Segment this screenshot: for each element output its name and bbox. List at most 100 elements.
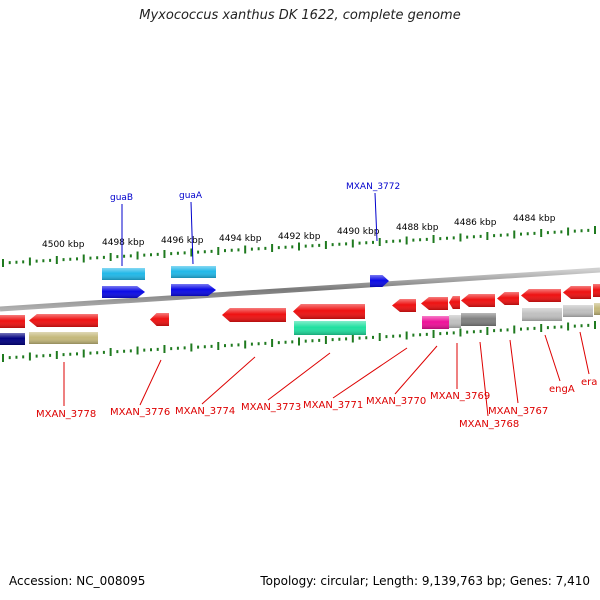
- gene-label-bottom: MXAN_3773: [241, 402, 301, 413]
- scale-label: 4488 kbp: [396, 223, 439, 233]
- scale-tick: [372, 335, 374, 339]
- scale-tick: [365, 241, 368, 245]
- scale-label: 4498 kbp: [102, 238, 145, 248]
- scale-tick: [345, 242, 348, 246]
- gene-label-bottom: engA: [549, 384, 575, 395]
- scale-tick: [123, 349, 126, 353]
- label-connector: [267, 352, 331, 401]
- scale-tick: [176, 251, 179, 255]
- scale-tick: [546, 231, 549, 235]
- scale-tick: [520, 327, 522, 331]
- scale-tick: [277, 246, 280, 250]
- gene-gray-shade: [449, 315, 461, 328]
- gene-mxan-3773-shade: [293, 304, 365, 319]
- scale-tick: [2, 259, 4, 267]
- label-connector: [509, 339, 519, 404]
- scale-tick: [405, 331, 408, 340]
- scale-tick: [412, 333, 415, 337]
- scale-tick: [351, 239, 354, 248]
- scale-tick: [89, 351, 92, 355]
- scale-tick: [540, 229, 543, 237]
- scale-tick: [446, 331, 448, 335]
- scale-tick: [284, 340, 287, 344]
- scale-tick: [513, 230, 516, 239]
- scale-tick: [567, 227, 570, 236]
- scale-tick: [123, 254, 126, 258]
- gene-label-bottom: MXAN_3771: [303, 400, 363, 411]
- scale-tick: [520, 232, 522, 236]
- scale-tick: [419, 238, 422, 242]
- scale-tick: [129, 254, 132, 258]
- scale-label: 4496 kbp: [161, 236, 204, 246]
- scale-tick: [392, 334, 395, 338]
- scale-tick: [351, 334, 354, 343]
- scale-tick: [311, 244, 314, 248]
- scale-tick: [506, 233, 509, 237]
- scale-tick: [553, 230, 556, 234]
- scale-tick: [244, 340, 247, 349]
- gene-cyan-shade: [171, 266, 216, 278]
- scale-tick: [55, 351, 58, 359]
- genome-summary: Topology: circular; Length: 9,139,763 bp…: [260, 574, 590, 588]
- gene-label-bottom: MXAN_3778: [36, 409, 96, 420]
- scale-tick: [224, 249, 226, 253]
- gene-label-bottom: MXAN_3767: [488, 406, 548, 417]
- scale-tick: [412, 238, 415, 242]
- scale-tick: [49, 258, 52, 262]
- label-connector: [190, 201, 194, 265]
- scale-tick: [271, 339, 274, 347]
- scale-tick: [197, 345, 200, 349]
- scale-tick: [439, 237, 442, 241]
- scale-tick: [587, 228, 590, 232]
- gene-guaa-shade: [171, 284, 216, 296]
- gene-khaki-shade: [29, 332, 98, 344]
- gene-mxan-3776-shade: [150, 313, 169, 326]
- scale-tick: [378, 333, 381, 341]
- scale-tick: [96, 351, 99, 355]
- scale-tick: [42, 259, 45, 263]
- scale-tick: [419, 333, 422, 337]
- scale-tick: [318, 243, 321, 247]
- gene-red-shade: [461, 294, 495, 307]
- scale-tick: [372, 240, 374, 244]
- scale-tick: [35, 259, 38, 263]
- scale-tick: [324, 336, 327, 344]
- scale-tick: [190, 248, 193, 257]
- scale-tick: [452, 236, 455, 240]
- scale-tick: [22, 260, 25, 264]
- scale-tick: [183, 251, 186, 255]
- gene-guab-shade: [102, 286, 145, 298]
- gene-navy-shade: [0, 333, 25, 345]
- scale-tick: [533, 326, 536, 330]
- scale-tick: [311, 339, 314, 343]
- scale-tick: [22, 355, 25, 359]
- label-connector: [394, 345, 438, 395]
- scale-tick: [109, 253, 112, 261]
- scale-tick: [338, 337, 341, 341]
- scale-tick: [324, 241, 327, 249]
- scale-tick: [109, 348, 112, 356]
- gene-label-top: MXAN_3772: [346, 182, 400, 192]
- scale-tick: [405, 236, 408, 245]
- gene-mxan-3772-shade: [370, 275, 389, 287]
- scale-tick: [237, 343, 240, 347]
- scale-tick: [244, 245, 247, 254]
- scale-tick: [15, 355, 18, 359]
- scale-tick: [69, 257, 72, 261]
- label-connector: [332, 347, 408, 399]
- scale-tick: [499, 328, 502, 332]
- scale-tick: [150, 253, 152, 257]
- scale-tick: [210, 344, 213, 348]
- scale-tick: [466, 235, 469, 239]
- scale-tick: [385, 240, 388, 244]
- scale-label: 4492 kbp: [278, 232, 321, 242]
- label-connector: [479, 341, 489, 417]
- gene-red-shade: [593, 284, 600, 297]
- scale-tick: [176, 346, 179, 350]
- scale-tick: [365, 336, 368, 340]
- scale-tick: [587, 323, 590, 327]
- scale-tick: [573, 324, 576, 328]
- scale-tick: [170, 252, 173, 256]
- gene-red-shade: [0, 315, 25, 328]
